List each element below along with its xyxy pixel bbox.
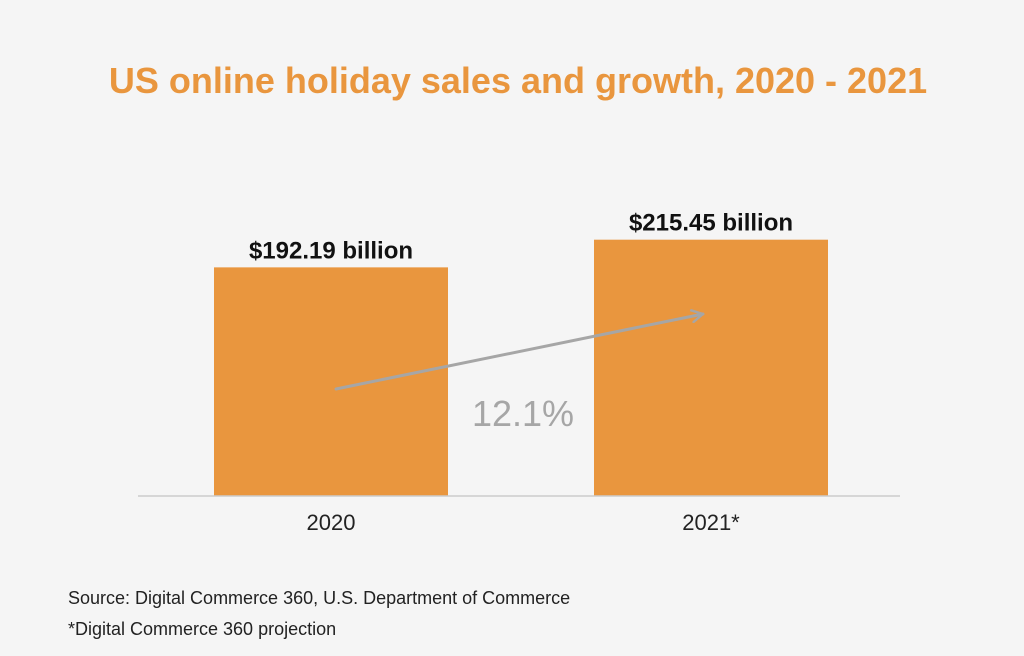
bar-2020 <box>214 267 448 496</box>
source-note: Source: Digital Commerce 360, U.S. Depar… <box>68 588 571 608</box>
x-tick-label: 2021* <box>682 510 740 535</box>
bars-group <box>214 239 828 497</box>
data-label: $192.19 billion <box>249 237 413 264</box>
data-label: $215.45 billion <box>629 210 793 237</box>
projection-note: *Digital Commerce 360 projection <box>68 619 337 639</box>
growth-arrow <box>334 314 705 391</box>
x-tick-label: 2020 <box>307 510 356 535</box>
bar-2021 <box>594 239 828 497</box>
labels-group: $192.19 billion 2020 $215.45 billion 2021* <box>249 210 793 535</box>
chart-title: US online holiday sales and growth, 2020… <box>109 60 927 101</box>
growth-percentage-label: 12.1% <box>472 393 574 434</box>
